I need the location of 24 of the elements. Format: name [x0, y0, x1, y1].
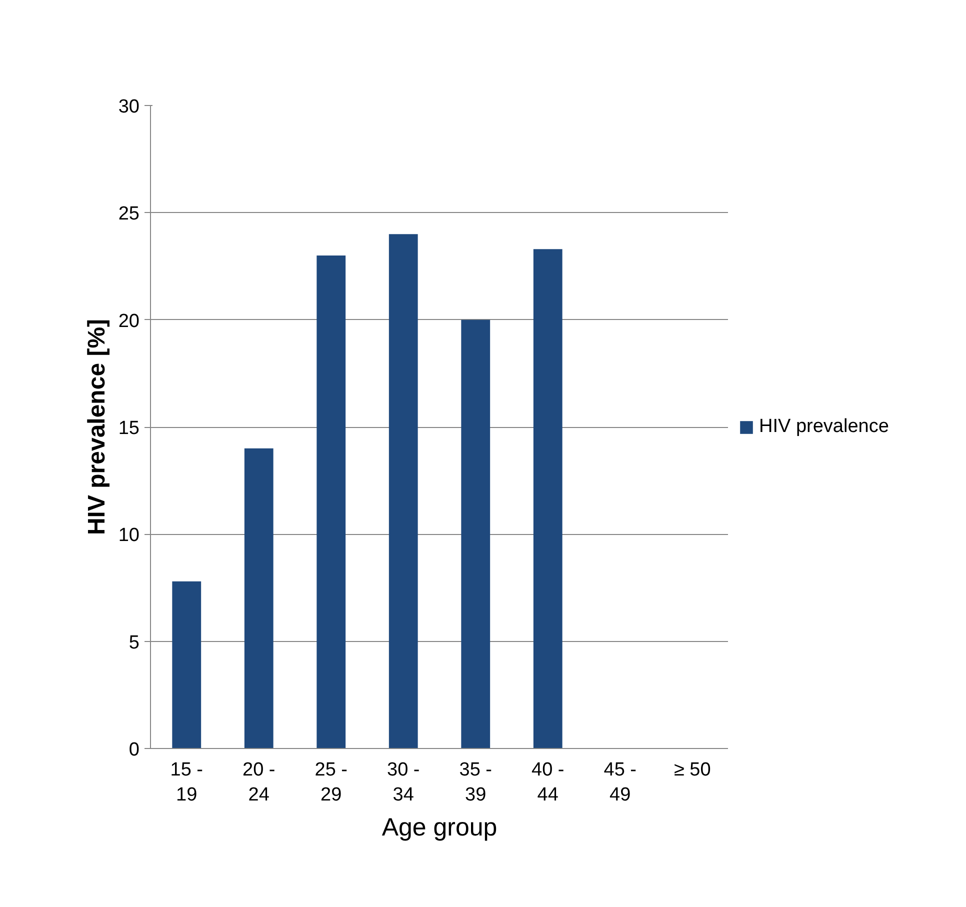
x-tick-label: ≥ 50 [674, 760, 711, 780]
bar [316, 256, 346, 748]
y-tick-label: 15 [118, 418, 140, 439]
legend-label: HIV prevalence [759, 416, 889, 438]
x-axis-title: Age group [382, 814, 498, 842]
x-tick-label: 30 - 34 [387, 760, 420, 806]
bar [172, 581, 202, 748]
y-tick-label: 5 [128, 632, 140, 654]
bar [244, 448, 274, 748]
bar [461, 320, 490, 748]
y-tick-label: 30 [118, 96, 140, 118]
y-tick-label: 0 [128, 740, 140, 760]
x-tick-label: 20 - 24 [242, 760, 276, 806]
y-axis-title: HIV prevalence [%] [83, 318, 110, 536]
x-tick-label: 15 - 19 [170, 760, 204, 806]
bar [533, 249, 562, 748]
y-tick-label: 25 [118, 204, 140, 225]
x-tick-label: 45 - 49 [604, 760, 637, 806]
bar [388, 234, 418, 748]
y-tick-label: 10 [118, 525, 140, 546]
x-tick-label: 35 - 39 [459, 760, 492, 806]
x-tick-label: 25 - 29 [314, 760, 348, 806]
y-tick-label: 20 [118, 310, 140, 332]
x-tick-label: 40 - 44 [532, 760, 564, 806]
